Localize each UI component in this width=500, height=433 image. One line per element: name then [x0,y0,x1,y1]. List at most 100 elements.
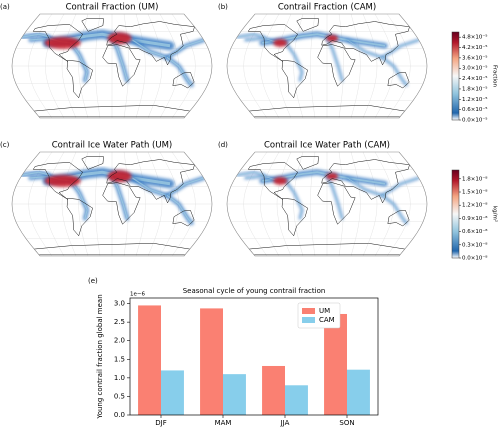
colorbar-tick-label: 0.6×10⁻⁵ [462,106,487,113]
colorbar-tick-label: 3.6×10⁻⁵ [462,54,487,61]
coastline [33,105,191,118]
coastline [387,210,410,227]
contrail-core [132,39,204,58]
x-tick-label: MAM [215,419,232,427]
hotspot [326,34,339,42]
colorbar-tick-label: 4.8×10⁻⁵ [462,34,487,41]
map-border [226,13,428,119]
colorbar-tick-label: 3.0×10⁻⁵ [462,65,487,72]
contrail-core [21,33,50,38]
contrail-core [21,171,50,176]
colorbar-label: kg/m² [492,206,499,222]
coastline [321,21,410,66]
coastline [81,156,104,170]
colorbar-tick-label: 2.4×10⁻⁵ [462,75,487,82]
legend-swatch [302,317,315,323]
panel-label: (d) [218,141,228,149]
colorbar-tick-label: 0.3×10⁻⁸ [462,241,488,248]
colorbar [451,169,460,259]
coastline [247,24,298,62]
coastline [281,197,308,237]
contrail-core [236,33,265,38]
colorbar-tick-label: 0.0×10⁻⁵ [462,117,487,124]
coastline [172,210,195,227]
bar [285,385,308,415]
map-title: Contrail Fraction (CAM) [278,3,376,13]
coastline [248,243,406,256]
y-tick-label: 2.5 [114,318,125,326]
colorbar [451,31,460,121]
map-border [226,151,428,257]
coastline [387,72,410,89]
y-offset: 1e−6 [130,292,145,298]
map [227,14,427,118]
coastline [247,162,298,200]
contrail-core [285,180,303,219]
y-tick-label: 0.5 [114,392,125,400]
map [227,152,427,256]
panel-label: (a) [0,3,10,11]
colorbar-tick-label: 0.0×10⁻⁸ [462,255,488,262]
coastline [281,59,308,99]
chart-title: Seasonal cycle of young contrail fractio… [183,287,326,295]
colorbar-tick-label: 1.2×10⁻⁵ [462,96,487,103]
colorbar-tick-label: 4.2×10⁻⁵ [462,44,487,51]
contrail-core [69,180,88,219]
panel-label: (e) [88,277,98,285]
legend-swatch [302,308,315,314]
hotspot [107,32,132,45]
coastline [106,21,195,66]
map [12,14,212,118]
hotspot [273,176,288,185]
coastline [66,197,93,237]
contrail-core [347,39,419,58]
colorbar-tick-label: 1.5×10⁻⁸ [462,189,488,196]
coastline [106,159,195,204]
legend-label: CAM [319,316,335,324]
coastline [296,18,319,32]
y-tick-label: 3.0 [114,300,125,308]
map [12,152,212,256]
coastline [317,182,356,225]
bar [223,374,246,415]
bar [347,369,370,415]
y-axis-label: Young contrail fraction global mean [96,294,104,419]
bar [200,308,223,415]
coastline [66,59,93,99]
hotspot [273,38,288,47]
map-border [11,151,213,257]
contrail-core [132,177,204,196]
contrail-core [326,176,343,219]
y-tick-label: 1.0 [114,374,125,382]
contrail-core [326,38,343,81]
bar [262,365,285,415]
bar [324,313,347,415]
contrail-core [347,177,419,196]
coastline [102,44,141,87]
coastline [102,182,141,225]
bar [161,370,184,415]
y-tick-label: 1.5 [114,355,125,363]
contrail-core [261,171,386,185]
coastline [33,243,191,256]
coastline [248,105,406,118]
colorbar-tick-label: 0.9×10⁻⁸ [462,215,488,222]
coastline [81,18,104,32]
map-border [11,13,213,119]
coastline [32,24,83,62]
panel-label: (c) [0,141,10,149]
colorbar-tick-label: 0.6×10⁻⁸ [462,228,488,235]
colorbar-tick-label: 1.2×10⁻⁸ [462,202,488,209]
coastline [32,162,83,200]
legend-label: UM [319,307,330,315]
colorbar-tick-label: 1.8×10⁻⁵ [462,85,487,92]
coastline [317,44,356,87]
axes-frame [129,297,379,416]
hotspot [44,36,81,49]
hotspot [107,170,132,183]
panel-label: (b) [218,3,228,11]
coastline [321,159,410,204]
y-tick-label: 2.0 [114,337,125,345]
map-title: Contrail Fraction (UM) [66,3,159,13]
